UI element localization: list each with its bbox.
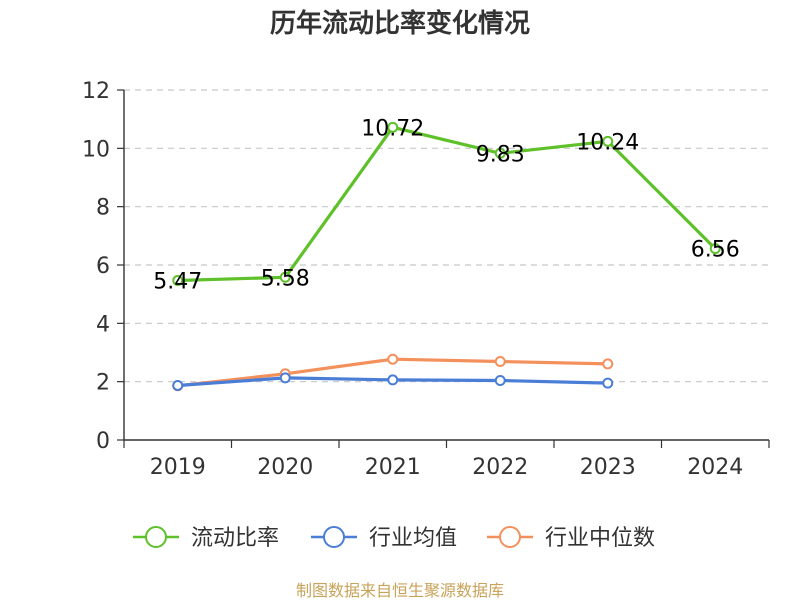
data-point [494,356,506,368]
data-point [387,121,399,133]
x-tick-label: 2021 [365,455,421,480]
data-point [279,271,291,283]
x-tick-label: 2022 [472,455,528,480]
grid-layer [124,89,769,383]
legend-label: 行业中位数 [545,526,655,551]
data-label: 9.83 [476,142,525,167]
legend-label: 流动比率 [191,526,279,551]
y-tick-label: 4 [96,312,110,337]
data-label: 10.72 [361,116,424,141]
y-tick-label: 6 [96,254,110,279]
x-tick-label: 2020 [257,455,313,480]
y-tick-label: 12 [82,79,110,104]
legend-marker [145,526,167,548]
source-note: 制图数据来自恒生聚源数据库 [296,581,504,600]
y-tick-label: 2 [96,371,110,396]
legend-marker [323,526,345,548]
data-label: 10.24 [576,130,639,155]
data-label-layer: 5.47 5.58 10.72 9.83 10.24 6.56 [153,116,739,294]
x-tick-label: 2023 [580,455,636,480]
series-layer [172,121,721,392]
y-tick-label: 0 [96,429,110,454]
data-point [279,372,291,384]
data-point [387,374,399,386]
y-tick-label: 10 [82,137,110,162]
legend-marker [499,526,521,548]
data-point [494,375,506,386]
data-point [602,377,614,389]
legend-label: 行业均值 [369,526,457,551]
data-point [387,353,399,365]
legend-item: 行业均值 [311,526,457,551]
x-tick-label: 2019 [150,455,206,480]
axis-layer: 0 2 4 6 8 10 12 2019 2020 2021 2022 2023 2024 [82,79,770,480]
data-point [602,135,614,147]
data-label: 6.56 [691,238,740,263]
legend-item: 行业中位数 [487,526,655,551]
legend: 流动比率 行业均值 行业中位数 [133,526,655,551]
data-point [494,147,506,159]
data-point [602,358,614,370]
data-point [709,243,721,255]
data-point [172,379,184,391]
x-tick-label: 2024 [687,455,743,480]
series-line-0 [176,125,717,283]
legend-item: 流动比率 [133,526,279,551]
y-tick-label: 8 [96,196,110,221]
data-point [172,274,184,286]
chart-title: 历年流动比率变化情况 [270,8,530,39]
data-label: 5.58 [261,266,310,291]
data-label: 5.47 [153,269,202,294]
